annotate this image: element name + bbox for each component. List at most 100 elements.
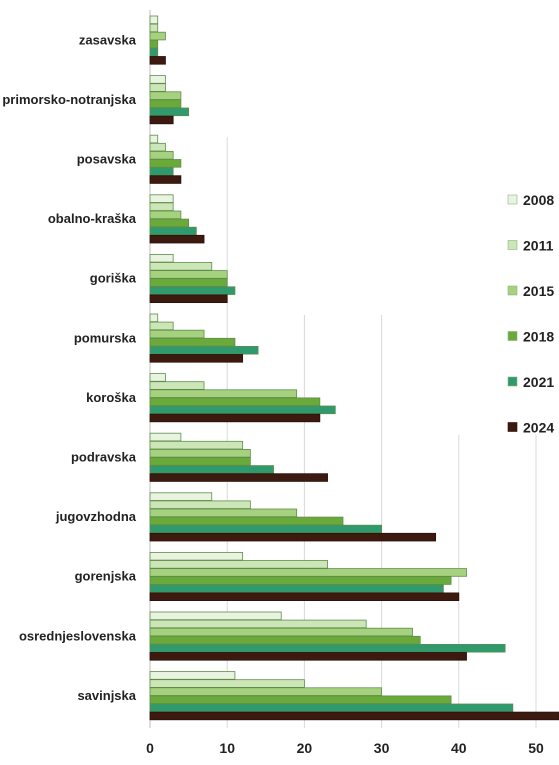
category-label: gorenjska [75, 569, 137, 584]
bar-obalno-kraška-2008 [149, 194, 174, 203]
legend-label: 2024 [523, 420, 554, 436]
bar-koroška-2011 [149, 381, 205, 390]
bar-podravska-2011 [149, 440, 244, 450]
bar-obalno-kraška-2015 [149, 210, 182, 220]
bar-obalno-kraška-2018 [149, 218, 189, 228]
bar-koroška-2024 [149, 413, 321, 423]
bar-primorsko-notranjska-2018 [149, 99, 182, 109]
category-label: pomurska [74, 330, 137, 345]
category-label: podravska [71, 450, 137, 465]
bar-osrednjeslovenska-2024 [149, 652, 467, 661]
bar-zasavska-2018 [149, 39, 159, 49]
bar-jugovzhodna-2008 [149, 492, 213, 501]
bar-osrednjeslovenska-2008 [149, 611, 282, 621]
category-labels: zasavska primorsko-notranjska posavska obal… [2, 32, 136, 703]
bar-gorenjska-2021 [149, 584, 444, 593]
bar-zasavska-2011 [149, 23, 159, 33]
category-label: obalno-kraška [48, 211, 137, 226]
category-label: koroška [86, 390, 137, 405]
legend-swatch [507, 331, 518, 341]
bar-koroška-2015 [149, 389, 298, 398]
bars [149, 15, 559, 721]
bar-jugovzhodna-2015 [149, 508, 298, 518]
bar-podravska-2021 [149, 465, 274, 474]
bar-goriška-2021 [149, 286, 236, 295]
category-label: goriška [90, 271, 137, 286]
bar-podravska-2018 [149, 457, 251, 466]
legend: 2008 2011 2015 2018 2021 2024 [507, 192, 554, 436]
bar-posavska-2011 [149, 142, 166, 152]
bar-savinjska-2018 [149, 695, 452, 705]
bar-savinjska-2011 [149, 679, 305, 688]
bar-koroška-2021 [149, 405, 336, 415]
bar-pomurska-2011 [149, 321, 174, 331]
legend-swatch [507, 422, 518, 432]
x-tick-label: 40 [451, 740, 467, 756]
x-tick-label: 20 [297, 740, 313, 756]
category-label: posavska [77, 152, 137, 167]
category-label: savinjska [77, 688, 136, 703]
bar-obalno-kraška-2011 [149, 202, 174, 211]
bar-pomurska-2015 [149, 329, 205, 339]
bar-jugovzhodna-2011 [149, 500, 251, 509]
x-tick-label: 0 [146, 740, 154, 756]
bar-obalno-kraška-2024 [149, 234, 205, 244]
category-label: jugovzhodna [55, 509, 137, 524]
legend-swatch [507, 240, 518, 250]
bar-primorsko-notranjska-2008 [149, 75, 166, 84]
bar-jugovzhodna-2024 [149, 532, 437, 542]
legend-label: 2008 [523, 192, 554, 208]
legend-label: 2021 [523, 374, 554, 390]
bar-jugovzhodna-2018 [149, 516, 344, 526]
x-tick-label: 50 [528, 740, 544, 756]
bar-primorsko-notranjska-2024 [149, 115, 174, 125]
bar-gorenjska-2011 [149, 560, 328, 569]
bar-jugovzhodna-2021 [149, 524, 383, 534]
bar-gorenjska-2008 [149, 552, 244, 561]
bar-savinjska-2015 [149, 687, 383, 696]
bar-gorenjska-2015 [149, 568, 467, 577]
bar-koroška-2008 [149, 373, 166, 382]
bar-goriška-2018 [149, 278, 228, 287]
bar-gorenjska-2018 [149, 576, 452, 585]
bar-goriška-2024 [149, 294, 228, 303]
bar-obalno-kraška-2021 [149, 226, 197, 236]
bar-podravska-2024 [149, 473, 328, 482]
bar-pomurska-2024 [149, 354, 244, 363]
bar-pomurska-2018 [149, 337, 236, 347]
bar-pomurska-2021 [149, 345, 259, 355]
bar-savinjska-2021 [149, 703, 514, 713]
x-axis-ticks: 0 10 20 30 40 50 [146, 740, 544, 756]
bar-zasavska-2021 [149, 48, 159, 57]
bar-podravska-2015 [149, 448, 251, 458]
bar-primorsko-notranjska-2021 [149, 107, 189, 117]
x-tick-label: 30 [374, 740, 390, 756]
bar-savinjska-2008 [149, 671, 236, 680]
bar-posavska-2018 [149, 159, 182, 168]
bar-podravska-2008 [149, 432, 182, 442]
bar-osrednjeslovenska-2015 [149, 627, 413, 637]
legend-label: 2018 [523, 329, 554, 345]
bar-zasavska-2024 [149, 56, 166, 65]
bar-primorsko-notranjska-2015 [149, 91, 182, 100]
category-label: primorsko-notranjska [2, 92, 136, 107]
bar-zasavska-2015 [149, 31, 166, 41]
legend-swatch [507, 285, 518, 296]
x-tick-label: 10 [219, 740, 235, 756]
legend-swatch [507, 194, 518, 205]
bar-zasavska-2008 [149, 15, 159, 25]
bar-osrednjeslovenska-2021 [149, 644, 506, 653]
bar-primorsko-notranjska-2011 [149, 83, 166, 92]
bar-goriška-2011 [149, 262, 213, 271]
bar-posavska-2024 [149, 175, 182, 184]
bar-goriška-2008 [149, 253, 174, 263]
legend-label: 2011 [523, 238, 554, 254]
category-label: zasavska [79, 32, 137, 47]
bar-posavska-2021 [149, 167, 174, 176]
bar-gorenjska-2024 [149, 592, 460, 602]
bar-osrednjeslovenska-2011 [149, 619, 367, 629]
bar-koroška-2018 [149, 397, 321, 406]
bar-pomurska-2008 [149, 313, 159, 323]
legend-label: 2015 [523, 283, 554, 299]
